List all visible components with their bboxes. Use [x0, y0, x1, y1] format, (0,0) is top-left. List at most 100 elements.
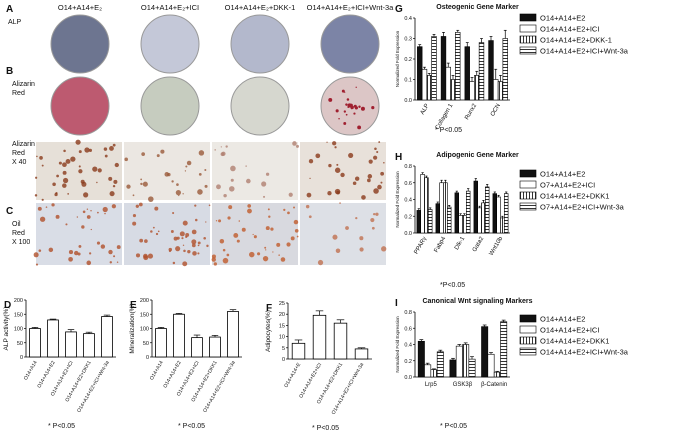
panel-label: E: [130, 300, 137, 311]
texture-dot: [132, 221, 137, 226]
texture-dot: [380, 171, 385, 176]
texture-dot: [230, 178, 234, 182]
legend-swatch: [519, 35, 537, 44]
bar: [473, 180, 478, 234]
texture-dot: [116, 245, 121, 250]
x-tick-label: O14+A14+E2+ICI+Wnt-3a: [202, 360, 237, 414]
y-tick-label: 150: [140, 312, 149, 318]
texture-dot: [192, 251, 197, 256]
bar: [477, 207, 482, 234]
texture-dot: [45, 206, 48, 208]
texture-dot: [96, 241, 101, 245]
texture-dot: [288, 192, 293, 197]
note: * P<0.05: [435, 127, 462, 134]
alp-dish: [320, 14, 380, 74]
texture-dot: [155, 232, 159, 236]
texture-dot: [39, 216, 46, 222]
texture-dot: [182, 220, 188, 226]
bar: [465, 190, 471, 234]
y-tick-label: 20: [279, 312, 285, 318]
texture-dot: [376, 150, 379, 154]
texture-dot: [76, 216, 79, 218]
texture-dot: [335, 248, 341, 254]
texture-dot: [265, 226, 270, 231]
y-axis-label: ALP activity(%): [3, 307, 10, 351]
stain-dot: [358, 105, 361, 108]
texture-dot: [278, 254, 280, 256]
row-label: X 40: [12, 159, 27, 166]
texture-dot: [150, 230, 153, 233]
texture-dot: [78, 165, 81, 168]
texture-dot: [253, 235, 257, 239]
y-tick-label: 100: [14, 327, 23, 333]
y-tick-label: 0: [20, 355, 23, 361]
texture-dot: [198, 173, 202, 176]
texture-dot: [62, 177, 69, 184]
bar: [455, 345, 463, 378]
texture-dot: [327, 191, 332, 196]
bar: [468, 358, 476, 378]
texture-dot: [78, 244, 82, 248]
bar: [443, 182, 448, 234]
texture-dot: [63, 149, 66, 153]
texture-dot: [97, 211, 99, 214]
texture-dot: [336, 163, 339, 166]
legend-swatch: [519, 325, 537, 334]
legend-swatch: [519, 202, 537, 211]
texture-dot: [374, 147, 377, 151]
legend-swatch: [519, 24, 537, 33]
texture-dot: [114, 162, 119, 168]
micrograph: [124, 142, 210, 200]
texture-dot: [226, 253, 230, 257]
y-tick-label: 0.4: [404, 16, 412, 22]
texture-dot: [204, 168, 207, 171]
texture-dot: [381, 246, 387, 252]
texture-dot: [361, 195, 366, 200]
y-tick-label: 100: [140, 327, 149, 333]
bar: [65, 331, 77, 358]
texture-dot: [261, 181, 267, 187]
texture-dot: [377, 184, 382, 190]
texture-dot: [380, 181, 383, 184]
texture-dot: [176, 236, 180, 240]
y-tick-label: 50: [143, 341, 149, 347]
texture-dot: [86, 215, 91, 219]
texture-dot: [247, 204, 252, 208]
texture-dot: [339, 202, 341, 204]
bar: [500, 217, 505, 234]
texture-dot: [315, 153, 321, 159]
texture-dot: [206, 244, 209, 248]
y-tick-label: 150: [14, 312, 23, 318]
texture-dot: [265, 172, 270, 176]
texture-dot: [309, 177, 311, 179]
bar: [458, 215, 463, 234]
texture-dot: [90, 228, 92, 231]
texture-dot: [62, 170, 67, 175]
texture-dot: [378, 141, 381, 143]
texture-dot: [216, 184, 221, 190]
texture-dot: [168, 250, 171, 253]
texture-dot: [41, 164, 44, 167]
bar: [440, 36, 447, 101]
texture-dot: [78, 150, 82, 154]
bar: [446, 206, 452, 234]
texture-dot: [197, 241, 201, 245]
stain-dot: [345, 113, 348, 116]
texture-dot: [154, 206, 159, 211]
texture-dot: [135, 253, 141, 258]
bar: [500, 321, 508, 378]
texture-dot: [229, 186, 235, 192]
bar: [333, 322, 348, 360]
texture-dot: [215, 220, 218, 222]
texture-dot: [132, 194, 135, 197]
legend-swatch: [519, 46, 537, 55]
texture-dot: [203, 236, 206, 240]
texture-dot: [223, 193, 227, 198]
texture-dot: [171, 180, 174, 183]
bar: [424, 364, 432, 378]
texture-dot: [373, 188, 379, 194]
texture-dot: [109, 146, 114, 151]
row-label: X 100: [12, 239, 30, 246]
texture-dot: [139, 238, 144, 243]
